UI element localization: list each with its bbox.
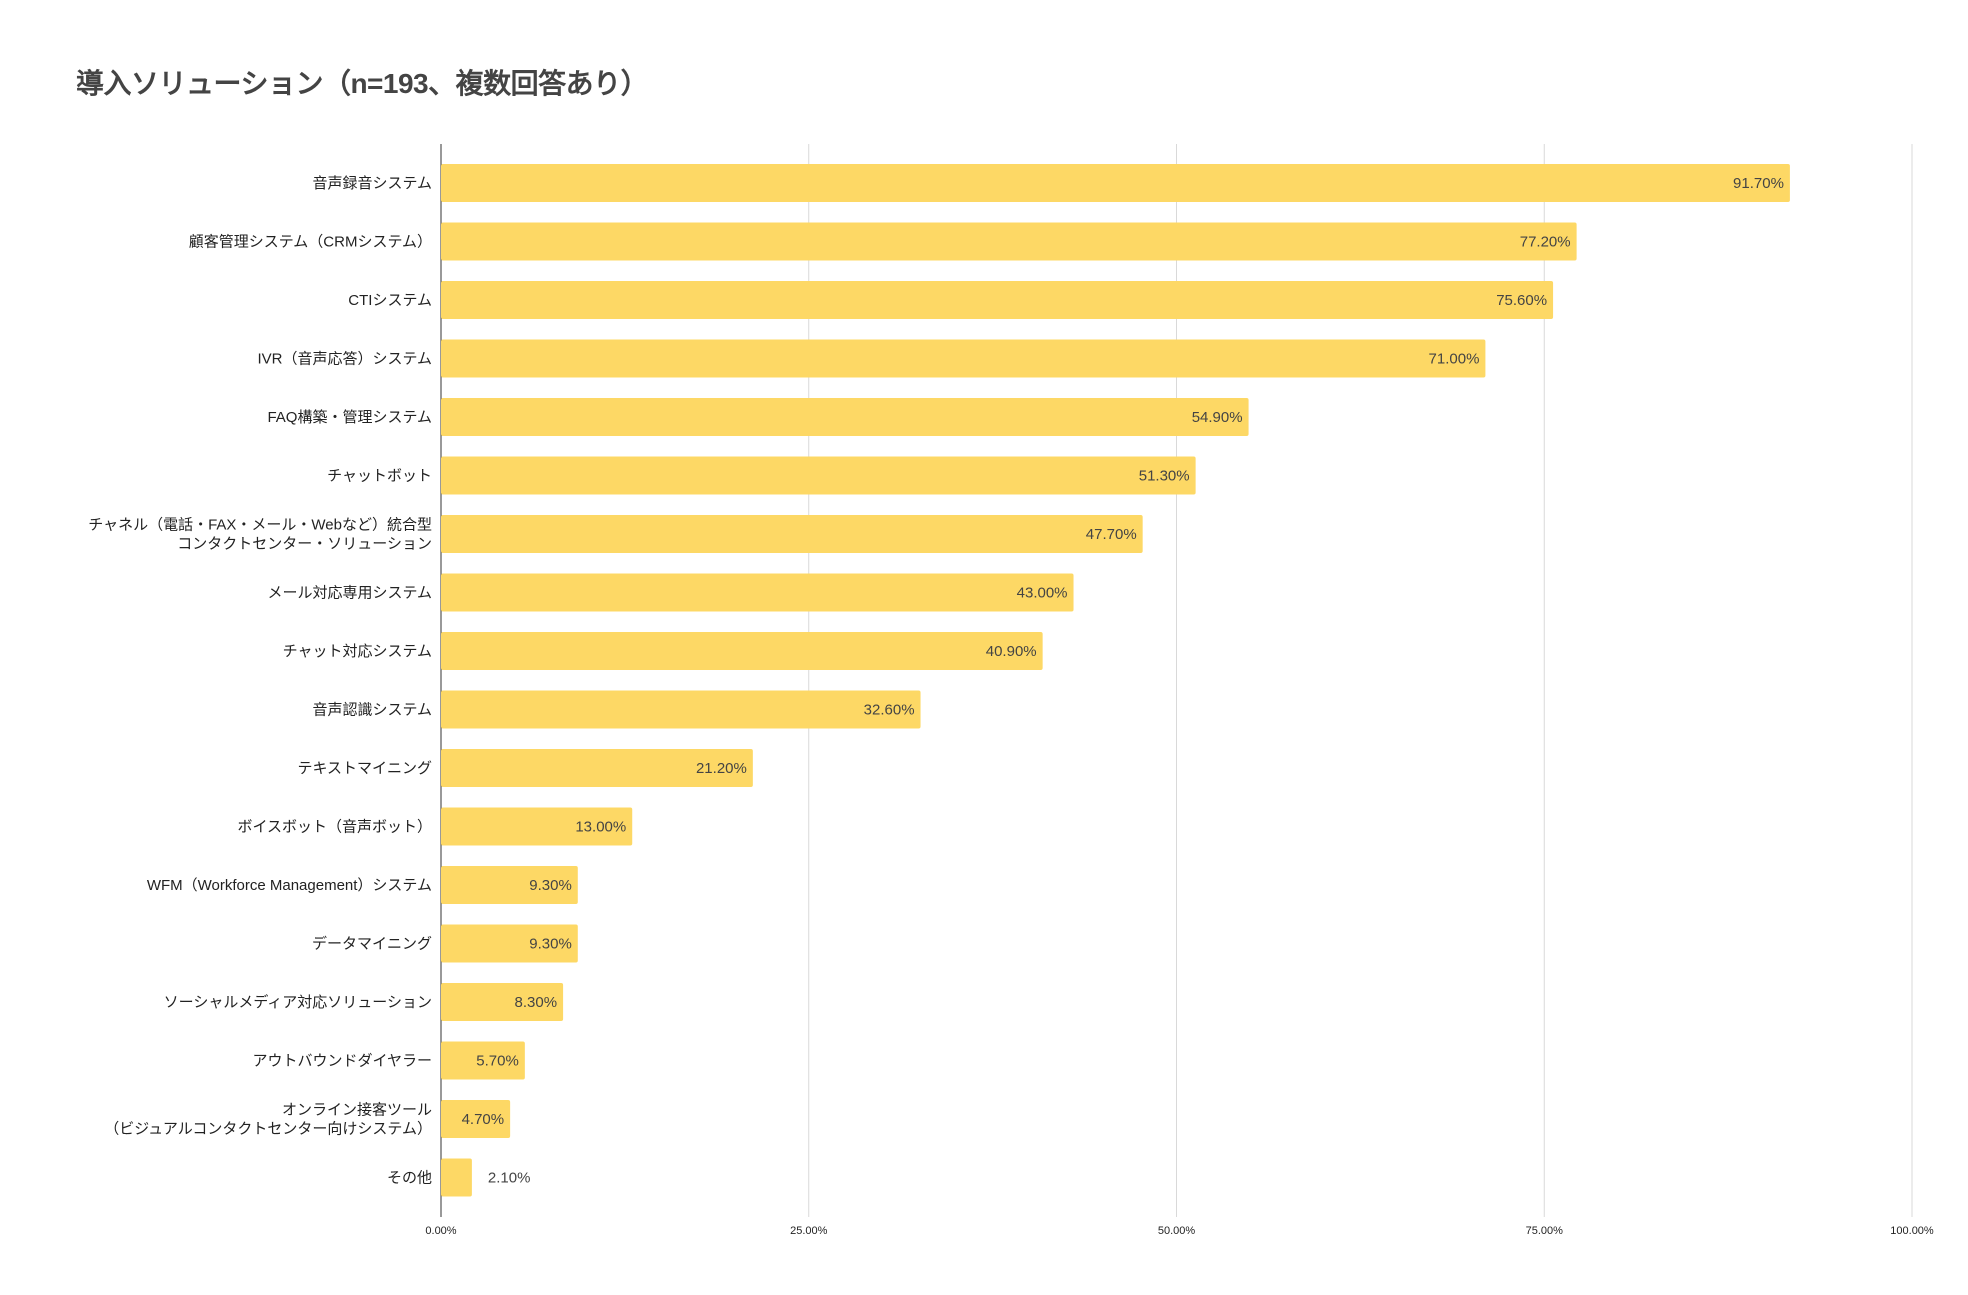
category-label: ボイスボット（音声ボット）	[237, 818, 432, 836]
category-label: チャネル（電話・FAX・メール・Webなど）統合型コンタクトセンター・ソリューシ…	[88, 517, 432, 553]
bar	[441, 222, 1577, 261]
category-label: 音声録音システム	[312, 174, 432, 192]
bar	[441, 807, 633, 846]
data-label: 77.20%	[1520, 234, 1571, 251]
category-label: アウトバウンドダイヤラー	[252, 1053, 432, 1070]
x-tick-label: 0.00%	[425, 1225, 456, 1237]
data-label: 71.00%	[1429, 351, 1480, 368]
bar	[441, 281, 1554, 319]
data-label: 8.30%	[515, 994, 558, 1011]
x-tick-label: 50.00%	[1158, 1225, 1196, 1237]
data-label: 4.70%	[462, 1111, 505, 1128]
data-label: 40.90%	[986, 643, 1037, 660]
category-label: オンライン接客ツール（ビジュアルコンタクトセンター向けシステム）	[104, 1102, 432, 1138]
bar	[441, 1100, 511, 1138]
category-label: FAQ構築・管理システム	[267, 408, 432, 426]
bar	[441, 924, 578, 963]
category-label: IVR（音声応答）システム	[257, 350, 432, 368]
bar	[441, 339, 1486, 378]
category-label: チャットボット	[327, 468, 432, 485]
category-label: WFM（Workforce Management）システム	[147, 877, 432, 894]
bar	[441, 515, 1143, 553]
bar	[441, 1158, 472, 1197]
category-label: 顧客管理システム（CRMシステム）	[189, 234, 432, 251]
category-label: CTIシステム	[348, 292, 432, 309]
data-label: 75.60%	[1496, 292, 1547, 309]
data-label: 13.00%	[575, 819, 626, 836]
x-tick-label: 25.00%	[790, 1225, 828, 1237]
x-tick-label: 100.00%	[1890, 1225, 1934, 1237]
data-label: 91.70%	[1733, 175, 1784, 192]
category-label: メール対応専用システム	[267, 585, 432, 602]
bar	[441, 573, 1074, 612]
data-label: 43.00%	[1017, 585, 1068, 602]
bar	[441, 1041, 525, 1080]
x-tick-label: 75.00%	[1526, 1225, 1564, 1237]
bar	[441, 398, 1249, 436]
data-label: 51.30%	[1139, 468, 1190, 485]
bar	[441, 164, 1790, 202]
category-label: テキストマイニング	[297, 760, 432, 777]
data-label: 21.20%	[696, 760, 747, 777]
category-label: ソーシャルメディア対応ソリューション	[164, 993, 432, 1011]
category-label: データマイニング	[312, 935, 432, 953]
data-label: 9.30%	[529, 877, 572, 894]
bar	[441, 983, 564, 1021]
bar	[441, 866, 578, 904]
data-label: 47.70%	[1086, 526, 1137, 543]
data-label: 54.90%	[1192, 409, 1243, 426]
category-label: その他	[387, 1170, 432, 1187]
bar	[441, 690, 921, 729]
data-label: 9.30%	[529, 936, 572, 953]
bar	[441, 632, 1043, 670]
data-label: 2.10%	[488, 1170, 531, 1187]
category-label: チャット対応システム	[283, 643, 432, 660]
chart-title: 導入ソリューション（n=193、複数回答あり）	[76, 68, 649, 99]
bar	[441, 749, 753, 787]
category-label: 音声認識システム	[312, 701, 432, 719]
bar	[441, 456, 1196, 495]
data-label: 32.60%	[864, 702, 915, 719]
data-label: 5.70%	[476, 1053, 519, 1070]
